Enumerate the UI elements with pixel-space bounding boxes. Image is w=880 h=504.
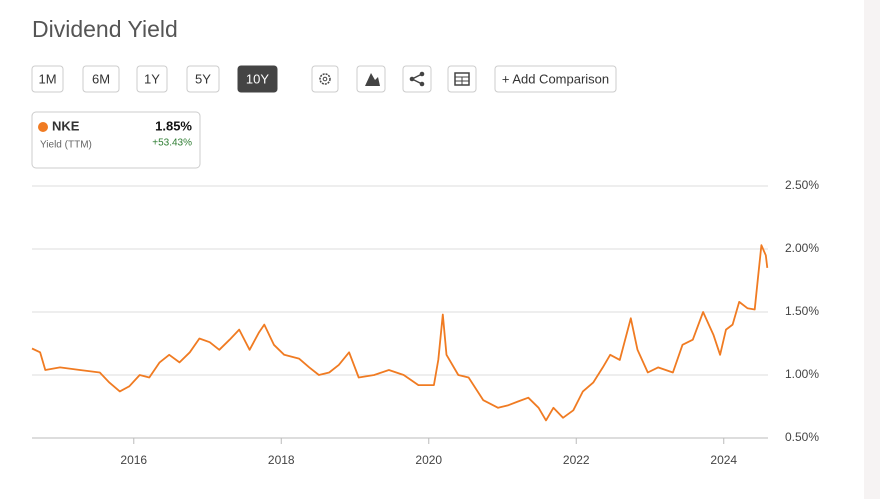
card-box [31,111,201,169]
x-tick-label: 2016 [120,453,147,467]
plot: 0.50% 1.00% 1.50% 2.00% 2.50% 2016 2018 2020 202… [31,178,819,467]
button-box [31,65,64,93]
page-title: Dividend Yield [32,16,178,42]
range-button[interactable]: 10Y [237,65,278,93]
button-box [136,65,168,93]
y-tick-label: 2.50% [785,178,819,192]
icon-button[interactable] [311,65,339,93]
button-box [237,65,278,93]
button-box [82,65,120,93]
button-box [186,65,220,93]
y-tick-label: 1.00% [785,367,819,381]
legend-card: NKE 1.85% Yield (TTM) +53.43% [31,111,201,169]
y-tick-label: 0.50% [785,430,819,444]
legend-subtitle: Yield (TTM) [40,140,92,151]
legend-entry: NKE [52,118,80,133]
legend-change: +53.43% [152,138,192,149]
icon-button[interactable] [402,65,432,93]
range-button[interactable]: 1M [31,65,64,93]
side-strip [864,0,880,499]
range-button[interactable]: 6M [82,65,120,93]
range-button[interactable]: 5Y [186,65,220,93]
button-label: 5Y [195,71,211,86]
x-tick-label: 2020 [415,453,442,467]
toolbar: 1M 6M 1Y 5Y 10Y [31,65,278,93]
x-tick-label: 2022 [563,453,590,467]
yield-line [31,244,769,422]
icon-button[interactable] [356,65,386,93]
add-comparison-button[interactable]: + Add Comparison [494,65,617,93]
button-label: 6M [92,71,110,86]
legend-value: 1.85% [155,118,192,133]
add-comparison-label: + Add Comparison [502,71,609,86]
y-tick-label: 2.00% [785,241,819,255]
icon-button[interactable] [447,65,477,93]
x-tick-label: 2024 [710,453,737,467]
button-label: 1M [38,71,56,86]
y-tick-label: 1.50% [785,304,819,318]
legend-dot [38,122,48,132]
button-label: 1Y [144,71,160,86]
button-label: 10Y [246,71,269,86]
range-button[interactable]: 1Y [136,65,168,93]
x-tick-label: 2018 [268,453,295,467]
